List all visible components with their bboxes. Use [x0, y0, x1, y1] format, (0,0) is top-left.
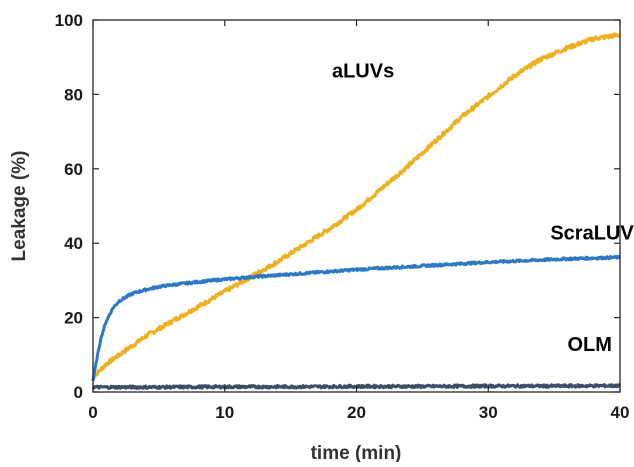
y-tick-label: 40 [64, 234, 83, 253]
x-tick-label: 40 [611, 403, 630, 422]
series-label-aluvs: aLUVs [332, 61, 394, 83]
plot-series [91, 32, 622, 390]
series-labels: aLUVs ScraLUVs OLM [332, 61, 634, 356]
x-tick-label: 10 [215, 403, 234, 422]
y-tick-label: 80 [64, 85, 83, 104]
y-axis-ticks: 0 20 40 60 80 100 [55, 11, 620, 402]
y-tick-label: 0 [74, 383, 83, 402]
x-tick-label: 20 [347, 403, 366, 422]
x-axis-ticks: 0 10 20 30 40 [88, 20, 629, 422]
series-line-scraluvs [91, 254, 621, 382]
x-tick-label: 0 [88, 403, 97, 422]
y-tick-label: 60 [64, 160, 83, 179]
x-axis-title: time (min) [311, 443, 402, 462]
x-tick-label: 30 [479, 403, 498, 422]
y-tick-label: 20 [64, 309, 83, 328]
series-label-olm: OLM [567, 334, 611, 356]
y-axis-title: Leakage (%) [9, 151, 30, 262]
series-label-scraluvs: ScraLUVs [550, 222, 634, 244]
series-line-aluvs [91, 32, 622, 379]
y-tick-label: 100 [55, 11, 83, 30]
